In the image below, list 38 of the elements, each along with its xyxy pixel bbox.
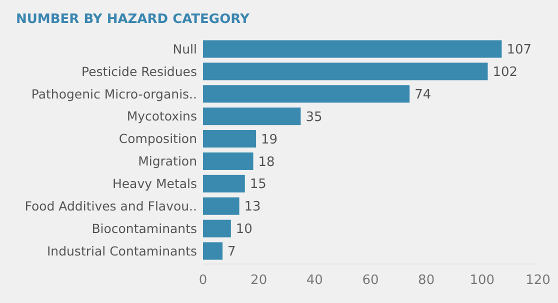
y-tick-label: Migration	[138, 154, 197, 169]
y-tick-label: Heavy Metals	[112, 176, 197, 192]
data-label: 107	[506, 42, 532, 58]
bar	[203, 152, 254, 170]
data-label: 19	[261, 132, 278, 148]
bar	[203, 242, 223, 260]
x-tick-label: 100	[470, 273, 495, 288]
data-label: 7	[228, 244, 236, 260]
y-tick-label: Pathogenic Micro-organis..	[31, 86, 197, 102]
data-label: 74	[414, 87, 432, 102]
data-label: 35	[306, 110, 322, 125]
y-tick-label: Biocontaminants	[92, 220, 197, 236]
x-tick-label: 60	[362, 273, 379, 288]
y-tick-label: Pesticide Residues	[82, 64, 197, 79]
bar	[203, 40, 502, 58]
y-tick-label: Mycotoxins	[126, 108, 197, 124]
x-tick-label: 0	[198, 273, 208, 288]
data-label: 13	[244, 200, 261, 215]
bar	[203, 108, 301, 126]
data-label: 10	[236, 222, 252, 238]
bar	[203, 130, 256, 148]
x-tick-label: 40	[306, 273, 323, 288]
x-tick-label: 20	[250, 273, 268, 288]
bar	[203, 174, 245, 192]
y-tick-label: Composition	[118, 131, 197, 146]
x-tick-label: 120	[526, 273, 550, 288]
data-label: 102	[492, 64, 518, 80]
chart-title: NUMBER BY HAZARD CATEGORY	[16, 12, 250, 27]
y-tick-label: Industrial Contaminants	[46, 243, 197, 258]
x-tick-label: 80	[418, 273, 435, 288]
bar	[203, 220, 231, 238]
data-label: 15	[250, 177, 266, 192]
bar	[203, 197, 240, 215]
bar	[203, 85, 410, 103]
y-tick-label: Food Additives and Flavou..	[24, 198, 197, 214]
bar	[203, 62, 488, 80]
y-tick-label: Null	[172, 41, 197, 56]
data-label: 18	[258, 154, 275, 170]
